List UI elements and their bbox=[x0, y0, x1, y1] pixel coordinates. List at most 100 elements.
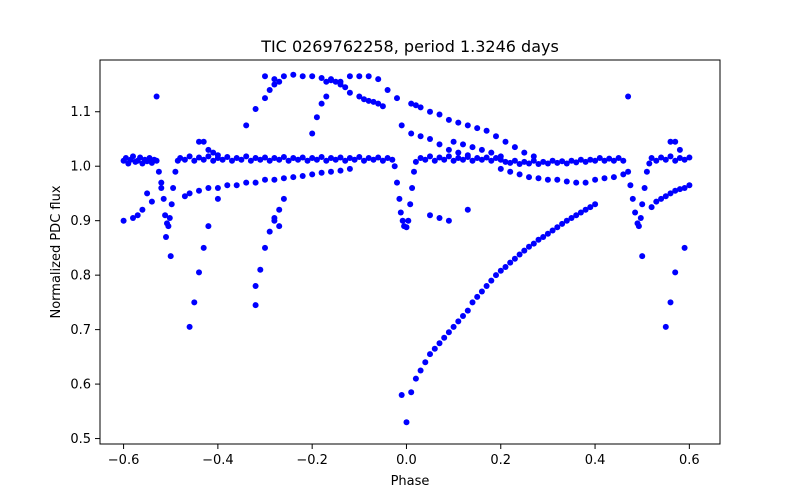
data-point bbox=[474, 125, 481, 132]
data-point bbox=[667, 299, 674, 306]
data-point bbox=[658, 154, 665, 161]
data-point bbox=[408, 100, 415, 107]
data-point bbox=[488, 277, 495, 284]
y-tick-label: 0.9 bbox=[70, 214, 91, 229]
data-point bbox=[337, 81, 344, 88]
data-point bbox=[299, 73, 306, 80]
data-point bbox=[323, 93, 330, 100]
data-point bbox=[290, 155, 297, 161]
data-point bbox=[672, 269, 679, 276]
data-point bbox=[262, 244, 268, 251]
data-point bbox=[427, 153, 433, 160]
data-point bbox=[403, 224, 410, 231]
y-axis-label: Normalized PDC flux bbox=[49, 185, 64, 318]
data-point bbox=[252, 155, 259, 161]
data-point bbox=[436, 340, 443, 347]
data-point bbox=[408, 389, 415, 396]
data-point bbox=[686, 154, 693, 161]
data-point bbox=[271, 76, 278, 83]
data-point bbox=[163, 234, 169, 240]
data-point bbox=[455, 149, 462, 156]
data-point bbox=[629, 195, 636, 202]
data-point bbox=[445, 217, 452, 224]
data-point bbox=[276, 78, 283, 85]
data-point bbox=[271, 155, 278, 161]
data-point bbox=[540, 158, 547, 165]
data-point bbox=[196, 187, 202, 194]
data-point bbox=[573, 212, 580, 219]
data-point bbox=[596, 155, 603, 161]
data-point bbox=[460, 313, 466, 319]
plot-frame bbox=[99, 59, 721, 445]
data-point bbox=[582, 206, 589, 213]
y-tick-label: 0.6 bbox=[70, 378, 91, 393]
data-point bbox=[632, 209, 639, 216]
data-point bbox=[205, 185, 212, 191]
data-point bbox=[356, 73, 363, 80]
data-point bbox=[681, 244, 688, 251]
data-point bbox=[681, 185, 688, 191]
data-point bbox=[516, 251, 523, 258]
data-point bbox=[478, 156, 485, 163]
data-point bbox=[662, 156, 669, 163]
data-point bbox=[450, 138, 457, 145]
data-point bbox=[405, 217, 412, 224]
data-point bbox=[559, 220, 566, 227]
data-point bbox=[526, 160, 532, 167]
data-point bbox=[318, 154, 325, 160]
data-point bbox=[309, 73, 316, 80]
data-point bbox=[648, 155, 655, 161]
data-point bbox=[356, 93, 363, 100]
data-point bbox=[568, 215, 575, 221]
data-point bbox=[280, 73, 287, 80]
data-point bbox=[676, 146, 683, 153]
data-point bbox=[328, 168, 334, 175]
data-point bbox=[445, 116, 452, 123]
data-point bbox=[243, 179, 250, 186]
data-point bbox=[200, 244, 207, 251]
data-point bbox=[417, 133, 424, 140]
data-point bbox=[460, 141, 466, 148]
y-tick-label: 0.8 bbox=[70, 269, 91, 284]
data-point bbox=[205, 153, 212, 160]
data-point bbox=[309, 155, 316, 161]
data-point bbox=[342, 84, 349, 91]
data-point bbox=[257, 266, 264, 273]
data-point bbox=[266, 87, 273, 93]
data-point bbox=[497, 165, 504, 172]
data-point bbox=[625, 93, 632, 100]
data-point bbox=[412, 158, 419, 165]
data-point bbox=[672, 138, 679, 145]
data-point bbox=[474, 293, 481, 300]
data-point bbox=[224, 154, 231, 160]
data-point bbox=[464, 152, 471, 159]
y-tick-label: 0.5 bbox=[70, 432, 91, 447]
data-point bbox=[488, 149, 495, 156]
data-point bbox=[399, 217, 406, 224]
data-point bbox=[526, 243, 532, 250]
data-point bbox=[422, 359, 429, 366]
data-point bbox=[186, 323, 193, 330]
data-point bbox=[648, 204, 655, 211]
data-point bbox=[521, 149, 528, 156]
data-point bbox=[356, 154, 363, 160]
data-point bbox=[412, 375, 419, 382]
data-point bbox=[667, 153, 674, 160]
data-point bbox=[342, 157, 349, 164]
data-point bbox=[120, 217, 127, 224]
data-point bbox=[148, 198, 155, 205]
data-point bbox=[455, 155, 462, 161]
data-point bbox=[577, 156, 584, 163]
data-point bbox=[573, 179, 580, 186]
data-point bbox=[158, 185, 165, 191]
data-point bbox=[186, 190, 193, 197]
data-point bbox=[431, 345, 438, 352]
data-point bbox=[507, 159, 514, 166]
data-point bbox=[620, 171, 627, 178]
data-point bbox=[615, 155, 622, 161]
data-point bbox=[346, 73, 353, 80]
data-point bbox=[535, 175, 542, 182]
data-point bbox=[521, 247, 528, 254]
data-point bbox=[469, 299, 476, 306]
